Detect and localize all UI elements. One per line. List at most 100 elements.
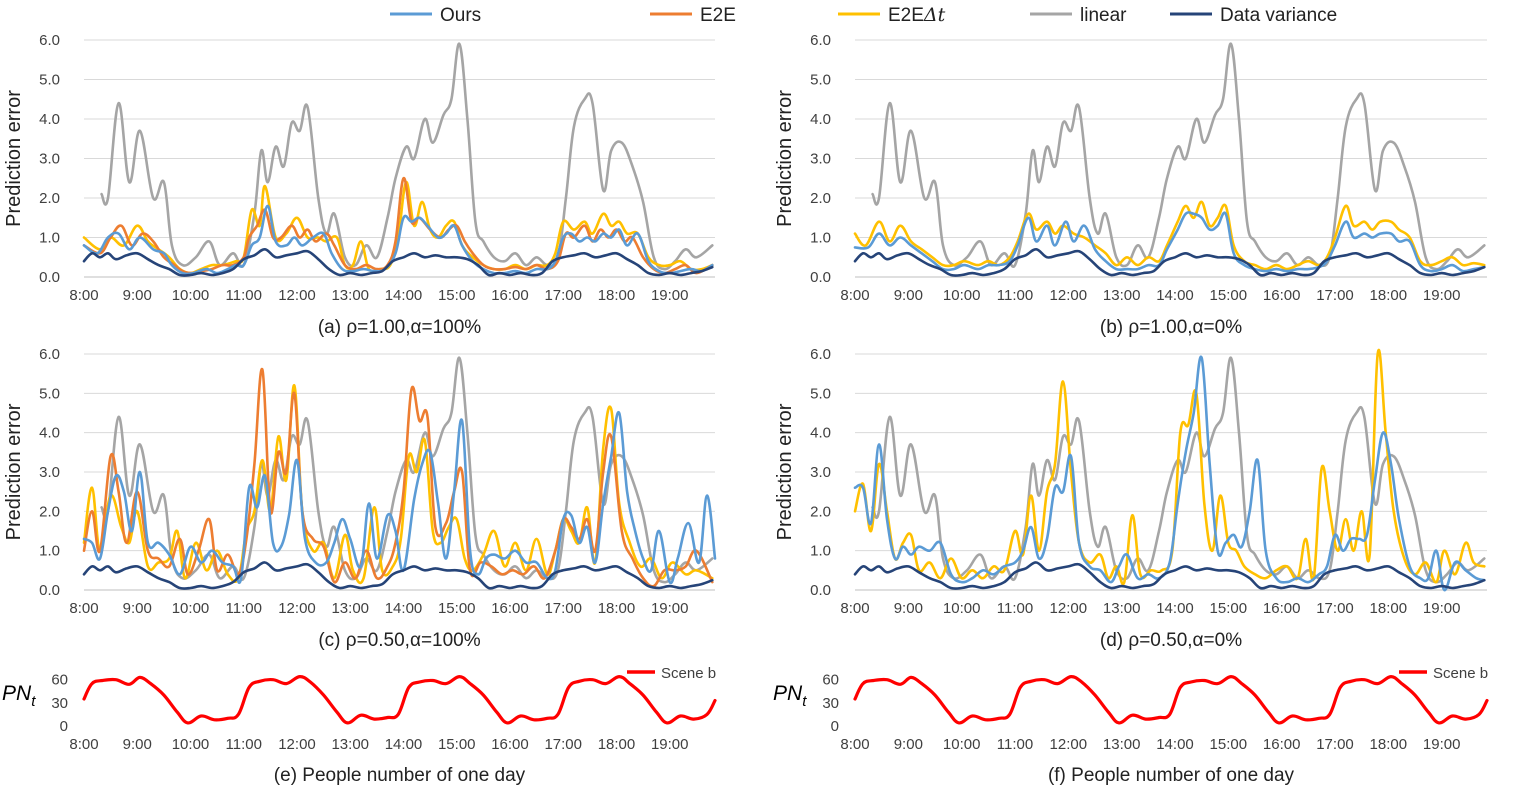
panel-caption: (f) People number of one day (1048, 765, 1295, 786)
x-tick-label: 9:00 (894, 287, 923, 304)
series-line-data-variance (82, 248, 714, 277)
y-tick-label: 0 (831, 718, 839, 735)
x-tick-label: 11:00 (226, 600, 262, 617)
y-tick-label: 1.0 (39, 543, 60, 560)
x-tick-label: 17:00 (1316, 736, 1354, 753)
x-tick-label: 19:00 (1423, 287, 1461, 304)
x-tick-label: 12:00 (278, 600, 316, 617)
x-tick-label: 17:00 (1316, 287, 1354, 304)
legend-label: Scene b (1433, 665, 1488, 682)
x-tick-label: 9:00 (123, 736, 152, 753)
x-tick-label: 14:00 (1156, 736, 1194, 753)
y-tick-label: 3.0 (810, 464, 831, 481)
y-tick-label: 4.0 (39, 425, 60, 442)
y-tick-label: 5.0 (39, 72, 60, 89)
x-tick-label: 11:00 (997, 287, 1033, 304)
x-tick-label: 8:00 (69, 600, 98, 617)
x-tick-label: 12:00 (278, 287, 316, 304)
series-line-ours (82, 411, 717, 585)
x-tick-label: 18:00 (1370, 287, 1408, 304)
y-tick-label: 3.0 (39, 151, 60, 168)
y-axis-label: Prediction error (3, 403, 25, 540)
legend-label: Scene b (661, 665, 716, 682)
x-tick-label: 19:00 (1423, 600, 1461, 617)
y-tick-label: 2.0 (810, 190, 831, 207)
x-tick-label: 16:00 (1263, 736, 1301, 753)
x-tick-label: 16:00 (491, 736, 529, 753)
series-line-scene-b (853, 674, 1489, 725)
x-tick-label: 11:00 (226, 736, 262, 753)
x-tick-label: 16:00 (1263, 600, 1301, 617)
y-tick-label: 1.0 (810, 543, 831, 560)
x-tick-label: 19:00 (651, 600, 689, 617)
x-tick-label: 11:00 (226, 287, 262, 304)
x-tick-label: 10:00 (172, 600, 210, 617)
y-tick-label: 6.0 (810, 346, 831, 363)
x-tick-label: 8:00 (69, 287, 98, 304)
series-line-linear (100, 42, 714, 271)
y-tick-label: 6.0 (39, 32, 60, 49)
x-tick-label: 14:00 (385, 287, 423, 304)
x-tick-label: 13:00 (331, 287, 369, 304)
legend-label: Data variance (1220, 5, 1337, 26)
y-tick-label: 4.0 (810, 425, 831, 442)
x-tick-label: 10:00 (943, 736, 981, 753)
y-tick-label: 4.0 (39, 111, 60, 128)
x-tick-label: 9:00 (894, 600, 923, 617)
y-tick-label: 3.0 (39, 464, 60, 481)
series-line-data-variance (853, 561, 1486, 590)
series-line-e2e-t (853, 348, 1486, 586)
x-tick-label: 8:00 (840, 736, 869, 753)
x-tick-label: 17:00 (544, 600, 582, 617)
x-tick-label: 13:00 (1103, 736, 1141, 753)
x-tick-label: 16:00 (491, 600, 529, 617)
y-tick-label: 0.0 (39, 269, 60, 286)
chart-panel-b: 0.0 1.0 2.0 3.0 4.0 5.0 6.0 8:00 9:00 10:00 11:00 1… (774, 32, 1487, 338)
panel-caption: (e) People number of one day (274, 765, 526, 786)
x-tick-label: 13:00 (1103, 287, 1141, 304)
y-tick-label: 2.0 (810, 503, 831, 520)
legend-item: linear (1030, 5, 1127, 26)
y-tick-label: 30 (51, 695, 68, 712)
series-line-e2e (82, 367, 714, 588)
x-tick-label: 12:00 (278, 736, 316, 753)
x-tick-label: 14:00 (1156, 287, 1194, 304)
x-tick-label: 18:00 (598, 736, 636, 753)
panel-caption: (d) ρ=0.50,α=0% (1100, 630, 1242, 651)
legend-item: Ours (390, 5, 481, 26)
x-tick-label: 12:00 (1050, 287, 1088, 304)
series-line-ours (82, 204, 714, 276)
x-tick-label: 15:00 (438, 736, 476, 753)
x-tick-label: 18:00 (598, 600, 636, 617)
chart-panel-a: 0.0 1.0 2.0 3.0 4.0 5.0 6.0 8:00 9:00 10:00 11:00 1… (3, 32, 715, 338)
y-axis-label: Prediction error (3, 90, 25, 227)
x-tick-label: 17:00 (544, 736, 582, 753)
x-tick-label: 14:00 (385, 600, 423, 617)
y-tick-label: 1.0 (810, 230, 831, 247)
panel-caption: (b) ρ=1.00,α=0% (1100, 317, 1242, 338)
x-tick-label: 8:00 (840, 287, 869, 304)
x-tick-label: 10:00 (943, 600, 981, 617)
series-line-scene-b (82, 674, 717, 725)
series-line-e2e-t (853, 200, 1486, 271)
x-tick-label: 13:00 (1103, 600, 1141, 617)
y-tick-label: 5.0 (39, 385, 60, 402)
panel-caption: (c) ρ=0.50,α=100% (318, 630, 480, 651)
x-tick-label: 12:00 (1050, 736, 1088, 753)
x-tick-label: 8:00 (69, 736, 98, 753)
x-tick-label: 18:00 (1370, 736, 1408, 753)
x-tick-label: 15:00 (1210, 287, 1248, 304)
y-tick-label: 5.0 (810, 72, 831, 89)
x-tick-label: 16:00 (491, 287, 529, 304)
x-tick-label: 11:00 (997, 600, 1033, 617)
chart-panel-e: 0 30 60 8:00 9:00 10:00 11:00 12:00 13:00 14:00 15… (2, 665, 717, 786)
x-tick-label: 14:00 (385, 736, 423, 753)
y-tick-label: 30 (822, 695, 839, 712)
x-tick-label: 15:00 (438, 600, 476, 617)
legend-label: linear (1080, 5, 1127, 26)
y-tick-label: 6.0 (39, 346, 60, 363)
x-tick-label: 15:00 (438, 287, 476, 304)
y-tick-label: 2.0 (39, 503, 60, 520)
x-tick-label: 10:00 (943, 287, 981, 304)
x-tick-label: 18:00 (1370, 600, 1408, 617)
